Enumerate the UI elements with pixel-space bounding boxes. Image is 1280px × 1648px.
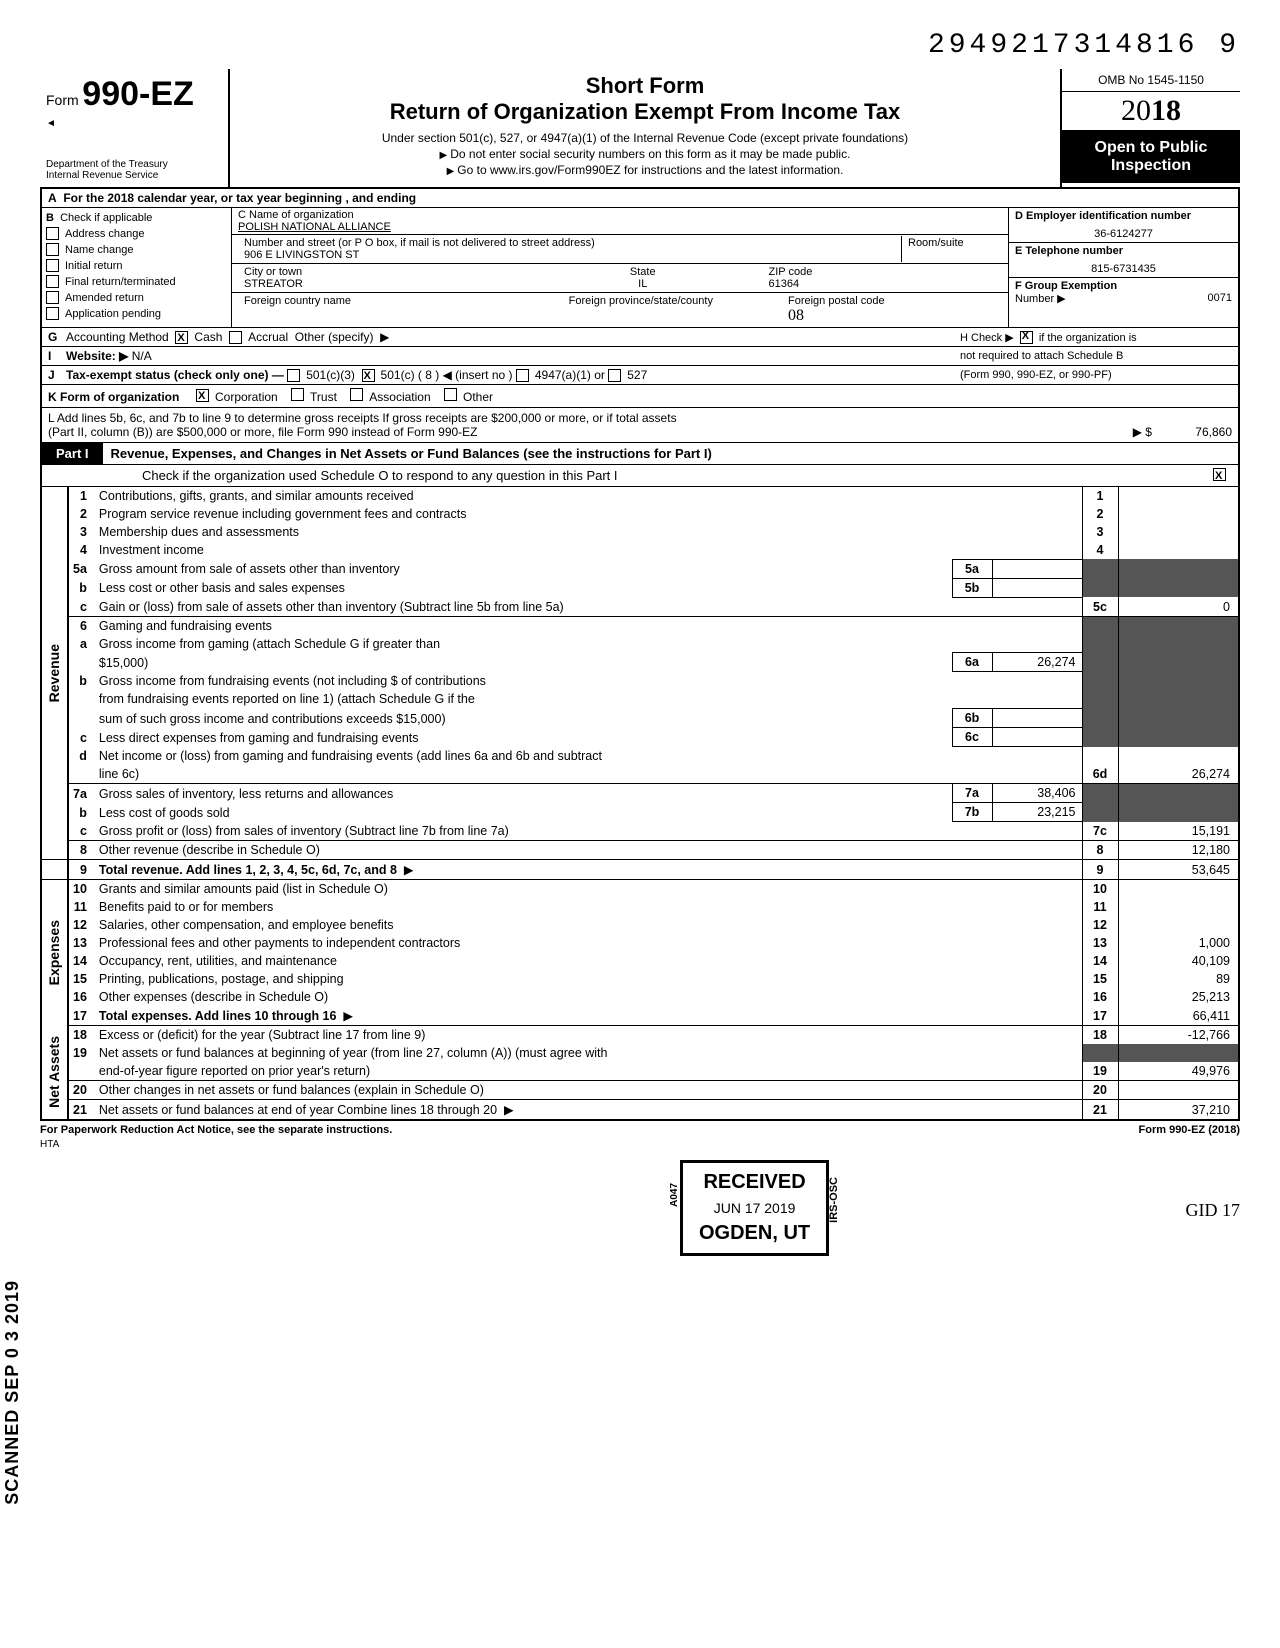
- cb-4947[interactable]: [516, 369, 529, 382]
- amt-5c: 0: [1118, 597, 1238, 616]
- city-value: STREATOR: [244, 278, 303, 290]
- cb-accrual[interactable]: [229, 331, 242, 344]
- year-suffix: 18: [1151, 94, 1181, 127]
- form-label: Form: [46, 92, 79, 108]
- form-body: A For the 2018 calendar year, or tax yea…: [40, 189, 1240, 1121]
- cb-trust[interactable]: [291, 388, 304, 401]
- phone-value: 815-6731435: [1015, 263, 1232, 275]
- revenue-expenses-table: Revenue 1Contributions, gifts, grants, a…: [42, 487, 1238, 1119]
- line-a-text: For the 2018 calendar year, or tax year …: [63, 191, 416, 205]
- side-net-assets: Net Assets: [46, 1036, 62, 1108]
- amt-18: -12,766: [1118, 1026, 1238, 1045]
- cb-501c3[interactable]: [287, 369, 300, 382]
- footer-hta: HTA: [40, 1139, 1240, 1150]
- side-expenses: Expenses: [46, 920, 62, 985]
- street-label: Number and street (or P O box, if mail i…: [244, 237, 595, 249]
- amt-7a: 38,406: [992, 784, 1082, 803]
- year-prefix: 20: [1121, 94, 1151, 127]
- side-revenue: Revenue: [46, 644, 62, 702]
- open-public-2: Inspection: [1066, 157, 1236, 175]
- website-value: N/A: [132, 349, 152, 363]
- open-public-1: Open to Public: [1066, 139, 1236, 157]
- cb-initial-return[interactable]: [46, 259, 59, 272]
- amt-19: 49,976: [1118, 1062, 1238, 1081]
- ein-value: 36-6124277: [1015, 228, 1232, 240]
- cb-association[interactable]: [350, 388, 363, 401]
- e-label: E Telephone number: [1015, 245, 1123, 257]
- amt-8: 12,180: [1118, 841, 1238, 860]
- cb-address-change[interactable]: [46, 227, 59, 240]
- cb-schedule-o[interactable]: [1213, 468, 1226, 481]
- stamp-city: OGDEN, UT: [699, 1222, 810, 1245]
- cb-app-pending[interactable]: [46, 307, 59, 320]
- c-name-label: C Name of organization: [238, 209, 354, 221]
- document-number: 2949217314816 9: [40, 30, 1240, 61]
- form-header: Form 990-EZ ◄ Department of the Treasury…: [40, 69, 1240, 189]
- amt-7c: 15,191: [1118, 822, 1238, 841]
- stamp-date: JUN 17 2019: [699, 1200, 810, 1216]
- cb-corporation[interactable]: [196, 389, 209, 402]
- scanned-stamp: SCANNED SEP 0 3 2019: [2, 1280, 23, 1505]
- org-name: POLISH NATIONAL ALLIANCE: [238, 221, 391, 233]
- dept-irs: Internal Revenue Service: [46, 170, 222, 181]
- cb-final-return[interactable]: [46, 275, 59, 288]
- amt-9: 53,645: [1118, 860, 1238, 880]
- dept-treasury: Department of the Treasury: [46, 159, 222, 170]
- footer-left: For Paperwork Reduction Act Notice, see …: [40, 1124, 392, 1136]
- amt-7b: 23,215: [992, 803, 1082, 822]
- amt-6d: 26,274: [1118, 765, 1238, 784]
- f-label: F Group Exemption: [1015, 280, 1117, 292]
- handwritten-note: GID 17: [40, 1200, 1240, 1221]
- d-label: D Employer identification number: [1015, 210, 1191, 222]
- cb-cash[interactable]: [175, 331, 188, 344]
- room-label: Room/suite: [908, 237, 964, 249]
- 501c-num: 8: [425, 368, 432, 382]
- form-number: 990-EZ: [82, 75, 194, 113]
- amt-17: 66,411: [1118, 1006, 1238, 1026]
- foreign-postal-hand: 08: [788, 307, 804, 324]
- cb-501c[interactable]: [362, 369, 375, 382]
- part-1-title: Revenue, Expenses, and Changes in Net As…: [103, 446, 712, 461]
- form-title-1: Short Form: [240, 73, 1050, 99]
- zip-value: 61364: [769, 278, 800, 290]
- omb-number: OMB No 1545-1150: [1062, 69, 1240, 92]
- header-subtext-1: Under section 501(c), 527, or 4947(a)(1)…: [240, 131, 1050, 145]
- footer-right: Form 990-EZ (2018): [1139, 1124, 1240, 1136]
- b-label: Check if applicable: [60, 212, 152, 224]
- cb-amended[interactable]: [46, 291, 59, 304]
- form-title-2: Return of Organization Exempt From Incom…: [240, 99, 1050, 125]
- cb-h-check[interactable]: [1020, 331, 1033, 344]
- state-value: IL: [638, 278, 647, 290]
- cb-other-org[interactable]: [444, 388, 457, 401]
- group-exemption-value: 0071: [1208, 292, 1232, 304]
- part-1-badge: Part I: [42, 443, 103, 464]
- cb-name-change[interactable]: [46, 243, 59, 256]
- amt-16: 25,213: [1118, 988, 1238, 1006]
- line-l-amount: 76,860: [1195, 425, 1232, 439]
- header-subtext-3: Go to www.irs.gov/Form990EZ for instruct…: [240, 163, 1050, 177]
- stamp-received-text: RECEIVED: [699, 1171, 810, 1194]
- cb-527[interactable]: [608, 369, 621, 382]
- header-subtext-2: Do not enter social security numbers on …: [240, 147, 1050, 161]
- street-value: 906 E LIVINGSTON ST: [244, 249, 359, 261]
- amt-21: 37,210: [1118, 1100, 1238, 1120]
- received-stamp: A047 RECEIVED JUN 17 2019 OGDEN, UT IRS-…: [680, 1160, 829, 1256]
- amt-15: 89: [1118, 970, 1238, 988]
- amt-6a: 26,274: [992, 653, 1082, 672]
- amt-13: 1,000: [1118, 934, 1238, 952]
- amt-14: 40,109: [1118, 952, 1238, 970]
